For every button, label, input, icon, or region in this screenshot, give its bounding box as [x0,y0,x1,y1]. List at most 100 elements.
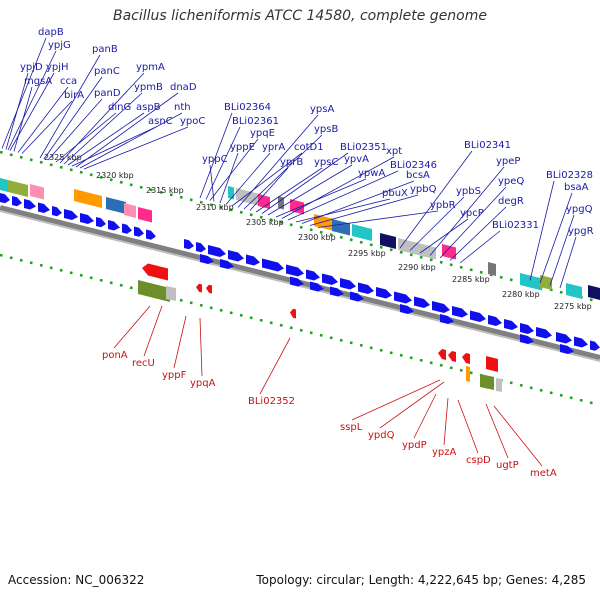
leader-line [443,397,449,446]
tick-mark [199,200,203,204]
forward-gene-label: BLi02364 [224,102,271,113]
green-tick-track-bottom [0,253,593,405]
tick-mark [199,303,203,307]
tick-mark [419,358,423,362]
forward-gene-label: BLi02341 [464,140,511,151]
forward-gene-arrow [452,306,468,318]
reverse-gene-arrow [196,283,202,293]
forward-gene-arrow [560,344,574,354]
tick-mark [179,195,183,199]
feature-block [314,214,332,231]
forward-gene-label: yprB [280,157,303,168]
forward-gene-arrow [122,223,132,234]
tick-mark [0,150,3,154]
tick-mark [69,271,73,275]
reverse-gene-label: ypzA [432,447,457,458]
forward-gene-arrow [12,196,22,207]
reverse-feature-block [496,378,502,392]
tick-mark [159,190,163,194]
forward-gene-arrow [350,291,364,302]
tick-mark [239,313,243,317]
tick-mark [139,185,143,189]
tick-mark [419,255,423,259]
reverse-gene-label: cspD [466,455,491,466]
tick-mark [0,253,3,257]
tick-mark [399,250,403,254]
tick-mark [479,270,483,274]
feature-block [332,219,350,236]
reverse-gene-label: ponA [102,350,128,361]
forward-gene-arrow [196,242,206,253]
leader-line [67,112,145,166]
tick-mark [219,308,223,312]
scale-label: 2285 kbp [452,275,490,284]
forward-gene-arrow [228,250,244,262]
tick-mark [49,163,53,167]
reverse-gene-label: ypqA [190,378,216,389]
leader-line [351,379,441,421]
scale-label: 2295 kbp [348,249,386,258]
forward-gene-label: mgsA [24,76,52,87]
leader-line [281,156,395,219]
leader-line [113,305,151,349]
tick-mark [529,386,533,390]
forward-gene-label: yppE [230,142,255,153]
tick-mark [449,366,453,370]
tick-mark [409,356,413,360]
tick-mark [109,178,113,182]
forward-gene-arrow [80,213,94,224]
forward-gene-arrow [488,315,502,326]
tick-mark [249,316,253,320]
forward-gene-label: ypjH [46,62,69,73]
scale-label: 2325 kbp [44,153,82,162]
forward-gene-arrow [358,282,374,294]
forward-gene-label: xpt [386,146,402,157]
leader-line [459,230,501,264]
forward-gene-label: ypsA [310,104,334,115]
leader-line [173,315,187,369]
accession-label: Accession: NC_006322 [8,573,145,587]
feature-block [566,283,582,299]
tick-mark [349,341,353,345]
tick-mark [399,353,403,357]
tick-mark [279,323,283,327]
feature-block [30,184,44,200]
forward-gene-arrow [310,281,324,292]
leader-line [83,126,189,170]
tick-mark [39,160,43,164]
feature-block [520,273,542,291]
feature-block [540,275,552,290]
tick-mark [509,381,513,385]
leader-line [429,166,505,256]
tick-mark [99,175,103,179]
forward-gene-track [0,193,600,354]
forward-gene-label: ypgR [568,226,594,237]
tick-mark [519,383,523,387]
reverse-gene-arrow [142,263,168,281]
forward-gene-arrow [38,202,50,213]
leader-line [39,54,101,159]
reverse-gene-arrow [448,351,456,362]
tick-mark [339,338,343,342]
tick-mark [389,248,393,252]
colored-feature-blocks [0,178,600,300]
tick-mark [559,393,563,397]
tick-mark [229,208,233,212]
tick-mark [149,188,153,192]
tick-mark [179,298,183,302]
forward-gene-labels: dapB ypjG ypjD ypjH mgsA cca birA panB panC panD d… [1,27,594,289]
leader-line [63,92,143,165]
reverse-gene-arrow [462,353,470,364]
leader-line [267,164,353,216]
forward-gene-arrow [504,319,518,330]
leader-line [209,164,215,202]
tick-mark [229,311,233,315]
leader-line [1,37,47,149]
forward-gene-label: nth [174,102,191,113]
reverse-gene-label: BLi02352 [248,396,295,407]
feature-block [380,233,396,249]
feature-block [352,224,372,241]
tick-mark [369,243,373,247]
forward-gene-label: bcsA [406,170,430,181]
scale-label: 2300 kbp [298,233,336,242]
